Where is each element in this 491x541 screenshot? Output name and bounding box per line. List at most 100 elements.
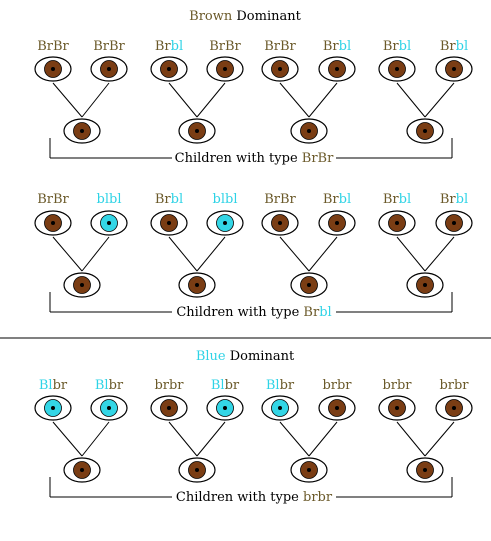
parent-genotype-label: BrBr <box>37 39 69 54</box>
parent-genotype-label-part: brbr <box>322 378 352 393</box>
parent-genotype-label-part: bl <box>339 192 351 207</box>
section-title: Brown Dominant <box>189 9 301 24</box>
parent-genotype-label-part: bl <box>399 39 411 54</box>
section-title-part: Brown <box>189 9 233 24</box>
brown-eye-icon <box>378 210 416 236</box>
section-title-part: Dominant <box>226 349 295 364</box>
inheritance-line <box>396 82 426 118</box>
inheritance-line <box>168 82 198 118</box>
brown-eye-icon <box>261 210 299 236</box>
parent-genotype-label-part: br <box>280 378 295 393</box>
inheritance-line <box>52 82 83 118</box>
parent-genotype-label: Blbr <box>39 378 68 393</box>
brown-eye-icon <box>435 56 473 82</box>
parent-genotype-label: Blbr <box>211 378 240 393</box>
parent-genotype-label-part: Br <box>440 192 457 207</box>
parent-genotype-label-part: brbr <box>154 378 184 393</box>
parent-genotype-label: brbr <box>439 378 469 393</box>
inheritance-line <box>279 421 310 457</box>
brown-eye-icon <box>34 210 72 236</box>
parent-genotype-label: Brbl <box>323 192 351 207</box>
family-cross: Blbr brbr <box>261 378 356 483</box>
inheritance-line <box>81 421 110 457</box>
family-cross: Brbl Brbl <box>378 192 473 298</box>
inheritance-line <box>424 82 455 118</box>
parent-genotype-label-part: BrBr <box>264 192 296 207</box>
parent-genotype-label-part: BrBr <box>37 39 69 54</box>
family-cross: BrBr Brbl <box>261 192 356 298</box>
children-caption-part: Children with type <box>175 151 302 166</box>
parent-genotype-label-part: br <box>225 378 240 393</box>
parent-genotype-label-part: blbl <box>213 192 238 207</box>
parent-genotype-label-part: bl <box>456 39 468 54</box>
parent-genotype-label: BrBr <box>264 39 296 54</box>
parent-genotype-label: Blbr <box>266 378 295 393</box>
parent-genotype-label-part: Br <box>383 192 400 207</box>
children-caption: Children with type brbr <box>176 490 333 505</box>
child-brown-eye-icon <box>63 457 101 483</box>
inheritance-line <box>396 236 426 272</box>
parent-genotype-label-part: BrBr <box>93 39 125 54</box>
brown-eye-icon <box>435 210 473 236</box>
parent-genotype-label-part: br <box>53 378 68 393</box>
child-brown-eye-icon <box>406 272 444 298</box>
inheritance-line <box>81 236 110 272</box>
inheritance-line <box>279 82 310 118</box>
inheritance-line <box>308 82 338 118</box>
blue-eye-icon <box>34 395 72 421</box>
parent-genotype-label: blbl <box>97 192 122 207</box>
parent-genotype-label: brbr <box>322 378 352 393</box>
family-cross: BrBr BrBr <box>34 39 128 144</box>
section-title: Blue Dominant <box>196 349 295 364</box>
blue-eye-icon <box>90 395 128 421</box>
inheritance-line <box>424 236 455 272</box>
children-caption-part: bl <box>319 305 331 320</box>
section-title-part: Dominant <box>232 9 301 24</box>
parent-genotype-label: Brbl <box>155 192 183 207</box>
family-cross: Brbl blbl <box>150 192 244 298</box>
inheritance-line <box>52 236 83 272</box>
child-brown-eye-icon <box>178 272 216 298</box>
children-caption-part: Br <box>303 305 320 320</box>
child-brown-eye-icon <box>406 457 444 483</box>
inheritance-line <box>308 236 338 272</box>
parent-genotype-label-part: Br <box>383 39 400 54</box>
brown-eye-icon <box>90 56 128 82</box>
child-brown-eye-icon <box>63 272 101 298</box>
parent-genotype-label-part: Br <box>323 192 340 207</box>
family-cross: Brbl BrBr <box>150 39 244 144</box>
inheritance-line <box>168 236 198 272</box>
parent-genotype-label-part: Br <box>155 39 172 54</box>
parent-genotype-label: BrBr <box>264 192 296 207</box>
inheritance-line <box>168 421 198 457</box>
children-caption-part: brbr <box>303 490 333 505</box>
children-caption: Children with type BrBr <box>175 151 334 166</box>
brown-eye-icon <box>206 56 244 82</box>
child-brown-eye-icon <box>290 118 328 144</box>
parent-genotype-label: Brbl <box>155 39 183 54</box>
brown-eye-icon <box>150 56 188 82</box>
inheritance-line <box>196 421 226 457</box>
parent-genotype-label: Blbr <box>95 378 124 393</box>
brown-eye-icon <box>318 395 356 421</box>
inheritance-line <box>279 236 310 272</box>
child-brown-eye-icon <box>63 118 101 144</box>
children-caption: Children with type Brbl <box>176 305 331 320</box>
brown-eye-icon <box>261 56 299 82</box>
inheritance-line <box>308 421 338 457</box>
parent-genotype-label-part: bl <box>399 192 411 207</box>
parent-genotype-label: BrBr <box>93 39 125 54</box>
section-title-part: Blue <box>196 349 226 364</box>
parent-genotype-label-part: Br <box>440 39 457 54</box>
parent-genotype-label-part: Bl <box>39 378 53 393</box>
parent-genotype-label-part: BrBr <box>264 39 296 54</box>
parent-genotype-label-part: bl <box>171 39 183 54</box>
inheritance-line <box>396 421 426 457</box>
parent-genotype-label-part: bl <box>456 192 468 207</box>
parent-genotype-label-part: bl <box>339 39 351 54</box>
brown-eye-icon <box>318 210 356 236</box>
parent-genotype-label: brbr <box>154 378 184 393</box>
parent-genotype-label: brbr <box>382 378 412 393</box>
family-cross: Blbr Blbr <box>34 378 128 483</box>
